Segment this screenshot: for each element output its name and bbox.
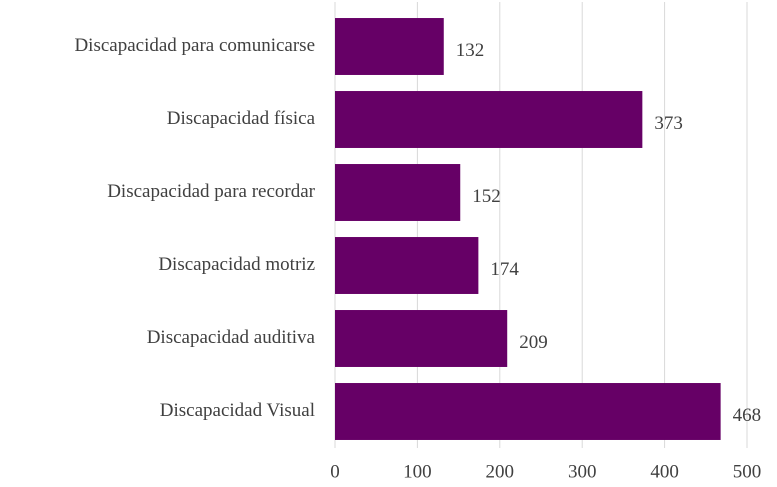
data-label: 152	[472, 186, 501, 207]
data-label: 174	[490, 259, 519, 280]
bar	[335, 164, 461, 221]
y-tick-label: Discapacidad auditiva	[147, 327, 316, 348]
x-tick-label: 200	[486, 461, 515, 482]
bar	[335, 383, 721, 440]
data-label: 468	[733, 405, 762, 426]
y-tick-label: Discapacidad para comunicarse	[74, 35, 315, 56]
y-tick-label: Discapacidad para recordar	[107, 181, 315, 202]
data-label: 373	[654, 113, 683, 134]
x-tick-label: 0	[330, 461, 340, 482]
bar	[335, 91, 643, 148]
x-tick-label: 100	[403, 461, 432, 482]
x-tick-label: 300	[568, 461, 597, 482]
bar	[335, 237, 479, 294]
y-tick-label: Discapacidad Visual	[160, 400, 315, 421]
x-tick-label: 400	[650, 461, 679, 482]
data-label: 209	[519, 332, 548, 353]
y-tick-label: Discapacidad motriz	[158, 254, 315, 275]
x-tick-label: 500	[733, 461, 762, 482]
bar	[335, 18, 444, 75]
data-label: 132	[456, 40, 485, 61]
y-tick-label: Discapacidad física	[167, 108, 316, 129]
bar	[335, 310, 508, 367]
